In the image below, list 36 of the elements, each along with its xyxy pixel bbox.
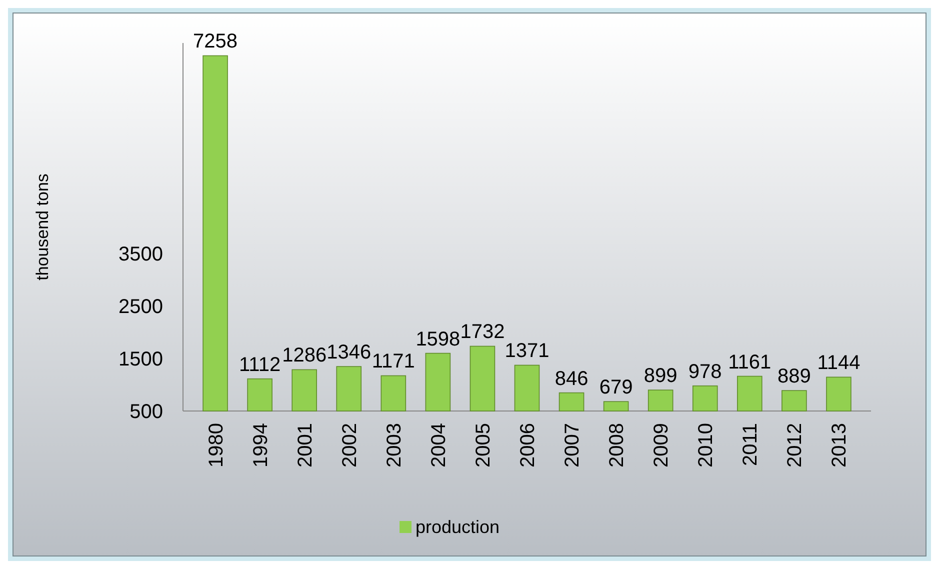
data-label: 889: [777, 366, 811, 388]
y-tick-label: 500: [130, 401, 163, 423]
y-tick-label: 2500: [118, 296, 163, 318]
x-tick-label: 2001: [294, 423, 316, 468]
data-label: 1144: [817, 352, 860, 374]
x-tick-label: 1994: [250, 423, 272, 468]
data-label: 1171: [372, 350, 415, 373]
x-tick-label: 2012: [784, 423, 806, 468]
x-tick-label: 2013: [828, 423, 851, 468]
x-tick-label: 2011: [740, 423, 762, 466]
x-tick-label: 2007: [562, 423, 584, 468]
x-tick-label: 2006: [517, 423, 539, 468]
data-label: 1286: [282, 344, 327, 367]
x-tick-label: 2010: [695, 423, 718, 468]
data-label: 1161: [728, 351, 772, 374]
data-label: 679: [599, 376, 633, 399]
data-label: 846: [554, 368, 588, 390]
data-label: 1112: [239, 354, 281, 376]
data-label: 7258: [193, 30, 238, 53]
data-label: 978: [688, 360, 722, 383]
data-label: 899: [644, 365, 678, 388]
x-tick-label: 2004: [428, 423, 450, 468]
x-tick-label: 2002: [338, 423, 361, 468]
data-label: 1346: [326, 342, 372, 364]
text: production: [416, 517, 500, 537]
data-label: 1371: [504, 340, 550, 362]
y-axis-title: thousend tons: [33, 174, 52, 280]
data-label: 1598: [416, 328, 460, 350]
x-tick-label: 1980: [205, 423, 228, 468]
y-tick-label: 1500: [118, 348, 163, 370]
y-tick-label: 3500: [118, 243, 163, 266]
x-tick-label: 2009: [650, 423, 673, 468]
x-tick-label: 2003: [383, 423, 406, 468]
x-tick-label: 2008: [606, 423, 628, 468]
x-tick-label: 2005: [472, 423, 494, 468]
data-label: 1732: [460, 321, 505, 344]
